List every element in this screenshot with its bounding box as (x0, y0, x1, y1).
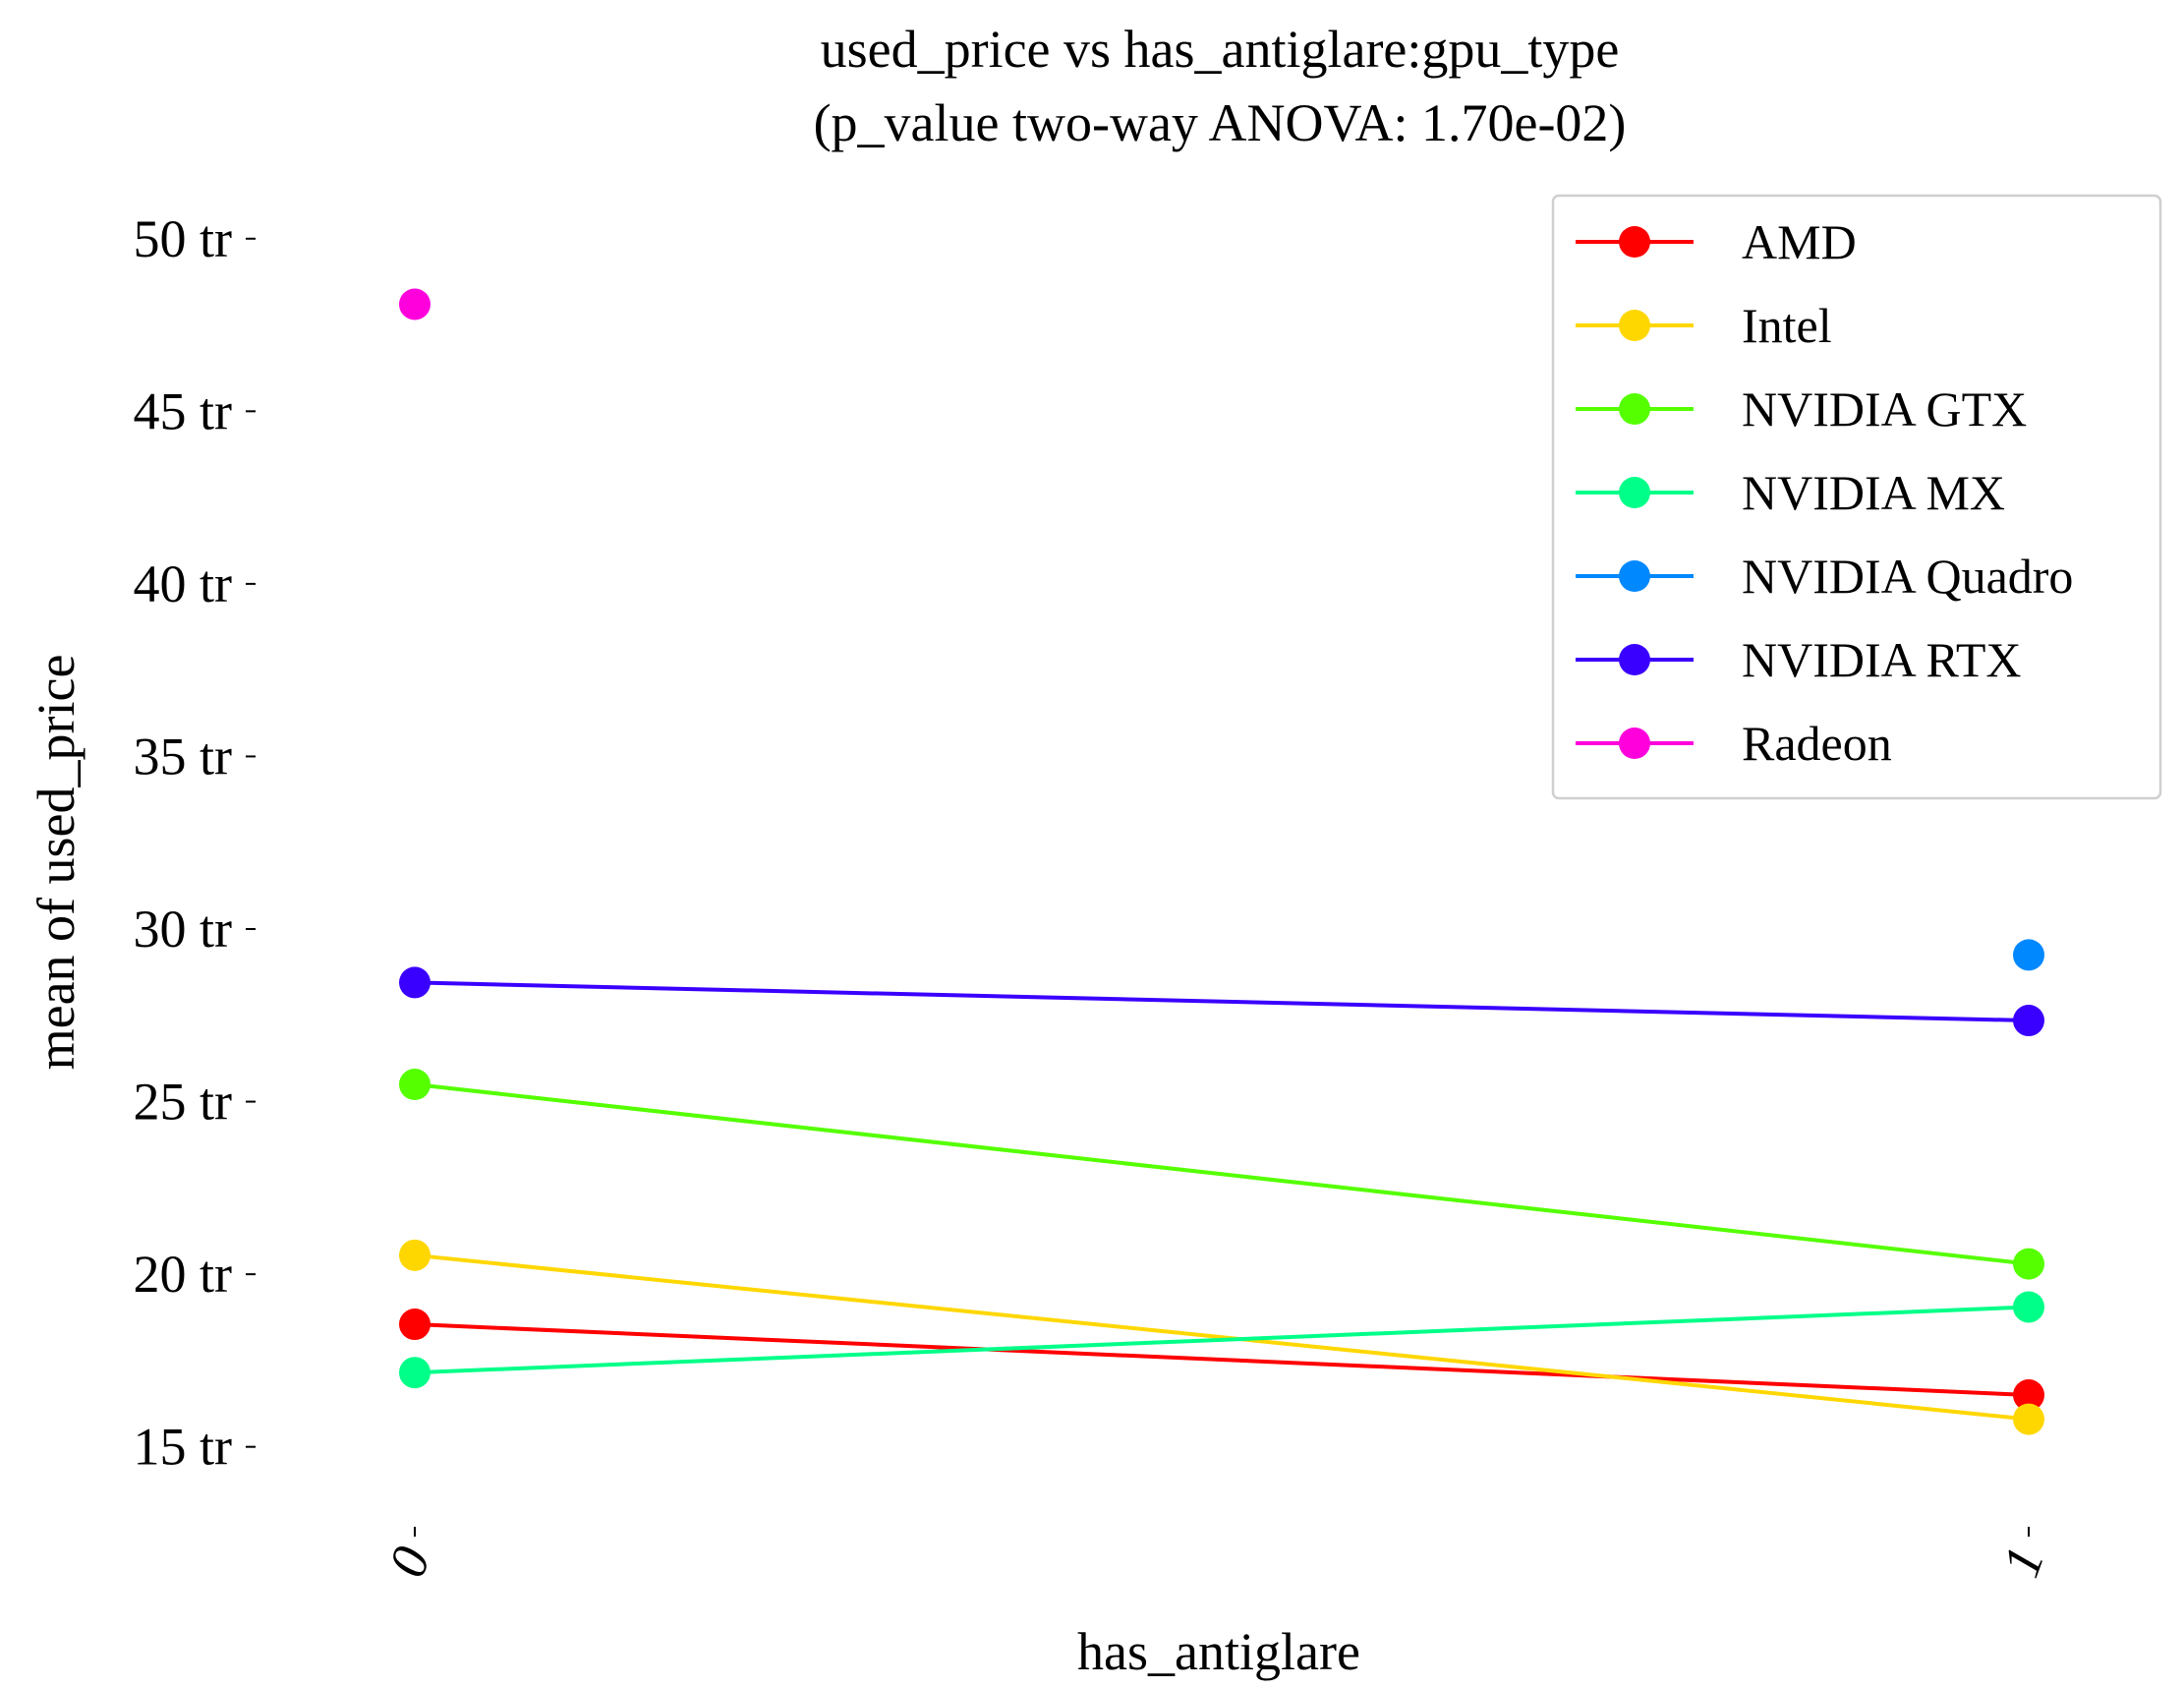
legend-marker (1619, 226, 1650, 258)
legend-marker (1619, 310, 1650, 341)
y-axis-ticks: 15 tr 20 tr 25 tr 30 tr 35 tr 40 tr 45 tr 50 tr (134, 209, 256, 1477)
y-tick-label: 50 tr (134, 209, 233, 268)
x-tick-label: 1 (1991, 1540, 2056, 1585)
series-radeon (399, 288, 431, 320)
data-point (399, 1357, 431, 1389)
y-tick-label: 35 tr (134, 727, 233, 786)
data-point (399, 1309, 431, 1341)
data-point (399, 966, 431, 999)
series-line (414, 1252, 2030, 1422)
x-tick-label: 0 (377, 1540, 442, 1585)
legend-marker (1619, 560, 1650, 592)
series-nvidia-quadro (2013, 939, 2044, 971)
series-intel (399, 1239, 2044, 1435)
legend-marker (1619, 477, 1650, 508)
data-point (2013, 1291, 2044, 1323)
data-point (399, 1239, 431, 1271)
series-line (414, 1305, 2030, 1375)
legend-item: AMD (1576, 214, 1857, 269)
legend: AMD Intel NVIDIA GTX NVIDIA MX NVIDIA Quadro… (1551, 194, 2162, 800)
chart-title: used_price vs has_antiglare:gpu_type (821, 20, 1620, 79)
legend-label: Intel (1742, 298, 1832, 353)
data-point (2013, 939, 2044, 971)
y-tick-label: 40 tr (134, 554, 233, 613)
y-tick-label: 25 tr (134, 1073, 233, 1132)
y-tick-label: 30 tr (134, 900, 233, 959)
y-tick-label: 15 tr (134, 1418, 233, 1477)
legend-label: AMD (1742, 214, 1857, 269)
chart-subtitle: (p_value two-way ANOVA: 1.70e-02) (814, 93, 1627, 152)
legend-item: NVIDIA MX (1576, 465, 2005, 520)
series-nvidia-rtx (399, 966, 2044, 1037)
legend-item: NVIDIA RTX (1576, 632, 2021, 687)
series-line (414, 1082, 2030, 1266)
legend-label: NVIDIA Quadro (1742, 549, 2073, 604)
legend-item: NVIDIA Quadro (1576, 549, 2073, 604)
legend-label: Radeon (1742, 716, 1892, 771)
legend-item: NVIDIA GTX (1576, 381, 2027, 437)
legend-item: Intel (1576, 298, 1832, 353)
series-amd (399, 1309, 2044, 1412)
legend-item: Radeon (1576, 716, 1892, 771)
legend-label: NVIDIA GTX (1742, 381, 2027, 437)
series-line (414, 980, 2030, 1023)
legend-marker (1619, 393, 1650, 425)
series-nvidia-gtx (399, 1069, 2044, 1280)
y-axis-label: mean of used_price (27, 655, 86, 1071)
y-tick-label: 20 tr (134, 1245, 233, 1304)
data-point (399, 288, 431, 320)
data-point (2013, 1379, 2044, 1412)
x-axis-label: has_antiglare (1077, 1622, 1360, 1681)
legend-box (1551, 194, 2162, 800)
series-nvidia-mx (399, 1291, 2044, 1389)
legend-label: NVIDIA MX (1742, 465, 2005, 520)
legend-marker (1619, 644, 1650, 675)
legend-label: NVIDIA RTX (1742, 632, 2021, 687)
data-point (2013, 1403, 2044, 1435)
data-point (2013, 1248, 2044, 1280)
data-point (399, 1069, 431, 1101)
y-tick-label: 45 tr (134, 381, 233, 440)
series-line (414, 1322, 2030, 1398)
data-point (2013, 1005, 2044, 1037)
series-layer (399, 288, 2044, 1435)
legend-marker (1619, 728, 1650, 759)
